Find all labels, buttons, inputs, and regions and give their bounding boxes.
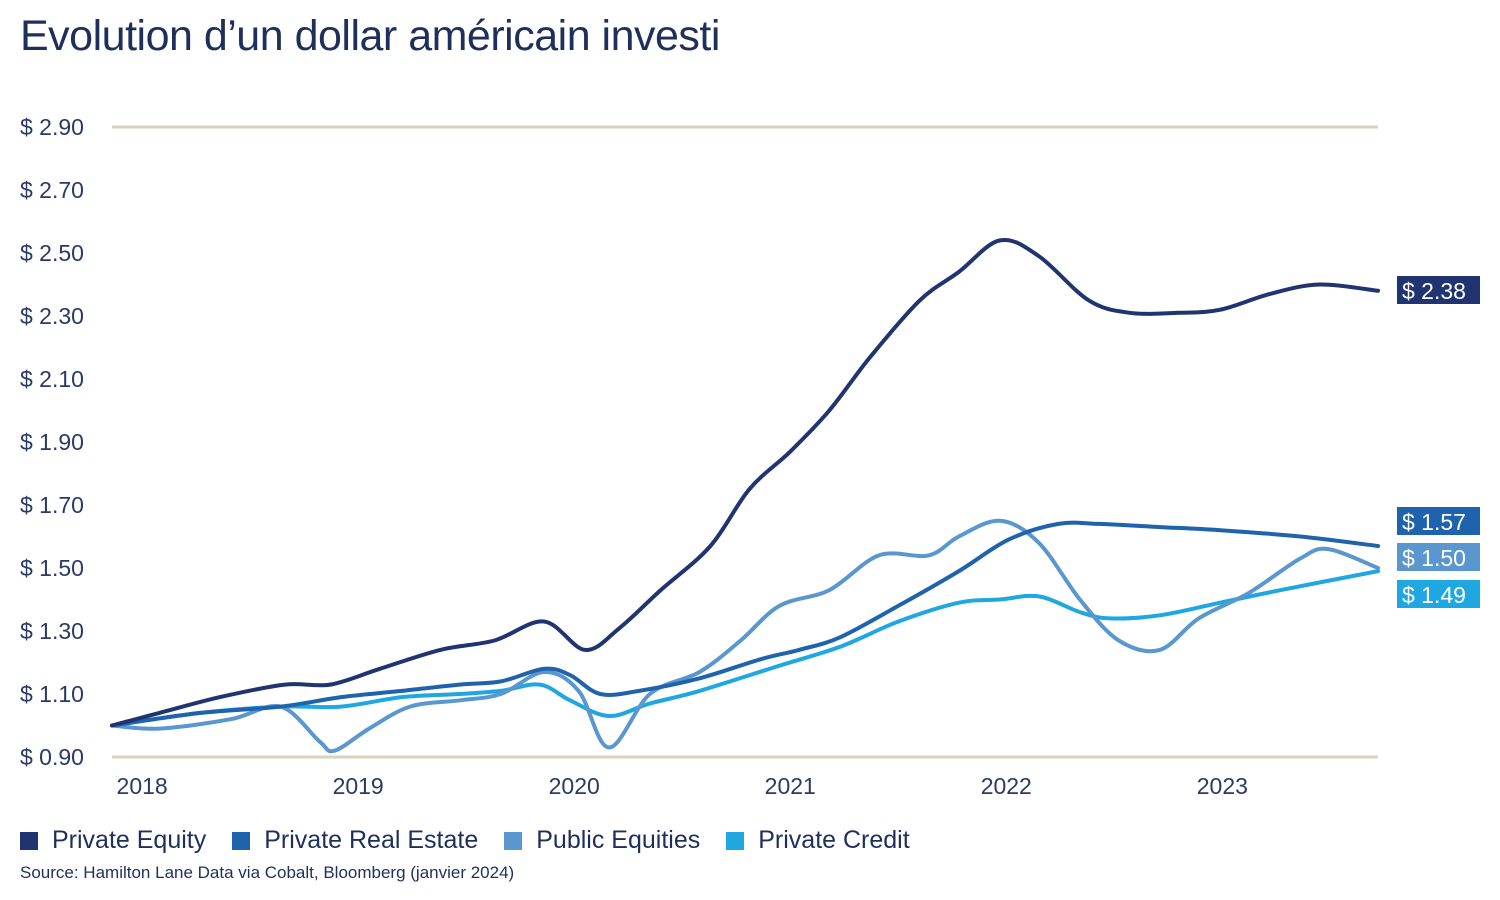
end-label-text: $ 1.57 <box>1402 509 1466 535</box>
source-note: Source: Hamilton Lane Data via Cobalt, B… <box>20 863 515 882</box>
legend-label: Private Real Estate <box>264 826 479 854</box>
end-label-text: $ 2.38 <box>1402 278 1466 304</box>
legend-swatch-icon <box>504 831 523 850</box>
x-tick-label: 2018 <box>117 773 168 799</box>
end-label-public-equities: $ 1.50 <box>1397 543 1480 571</box>
end-label-private-real-estate: $ 1.57 <box>1397 507 1480 535</box>
y-tick-label: $ 1.10 <box>20 681 84 707</box>
y-tick-label: $ 2.10 <box>20 366 84 392</box>
y-tick-label: $ 1.90 <box>20 429 84 455</box>
y-tick-label: $ 2.50 <box>20 240 84 266</box>
legend-swatch-icon <box>232 831 251 850</box>
end-label-text: $ 1.50 <box>1402 545 1466 571</box>
end-label-box <box>1397 507 1480 535</box>
chart-title: Evolution d’un dollar américain investi <box>20 12 720 60</box>
y-tick-label: $ 2.30 <box>20 303 84 329</box>
legend-item-private-credit: Private Credit <box>726 826 910 855</box>
end-labels: $ 2.38 $ 1.57 $ 1.50 $ 1.49 <box>1397 276 1480 608</box>
axes: $ 0.90 $ 1.10 $ 1.30 $ 1.50 $ 1.70 $ 1.90 $ 2.… <box>20 114 1378 799</box>
series-line-private-credit <box>110 569 1380 728</box>
end-label-box <box>1397 276 1480 304</box>
end-label-box <box>1397 580 1480 608</box>
legend-item-private-real-estate: Private Real Estate <box>232 826 478 855</box>
end-label-private-credit: $ 1.49 <box>1397 580 1480 608</box>
series-line-private-real-estate <box>110 520 1380 728</box>
legend-item-private-equity: Private Equity <box>20 826 206 855</box>
y-tick-label: $ 2.70 <box>20 177 84 203</box>
y-tick-label: $ 2.90 <box>20 114 84 140</box>
legend-label: Private Equity <box>52 826 207 854</box>
series-line-public-equities <box>110 518 1380 754</box>
legend-item-public-equities: Public Equities <box>504 826 700 855</box>
series-line-private-equity <box>110 237 1380 728</box>
x-tick-label: 2021 <box>765 773 816 799</box>
x-tick-label: 2020 <box>549 773 600 799</box>
end-label-text: $ 1.49 <box>1402 582 1466 608</box>
legend-swatch-icon <box>20 831 38 850</box>
legend-swatch-icon <box>726 831 745 850</box>
legend: Private Equity Private Real Estate Public … <box>20 826 936 855</box>
legend-label: Public Equities <box>536 826 701 854</box>
y-tick-label: $ 1.50 <box>20 555 84 581</box>
x-tick-label: 2023 <box>1197 773 1248 799</box>
end-label-box <box>1397 543 1480 571</box>
y-tick-label: $ 1.70 <box>20 492 84 518</box>
x-tick-label: 2019 <box>333 773 384 799</box>
legend-label: Private Credit <box>758 826 910 854</box>
end-label-private-equity: $ 2.38 <box>1397 276 1480 304</box>
x-tick-label: 2022 <box>981 773 1032 799</box>
series-layer <box>110 237 1380 754</box>
y-tick-label: $ 1.30 <box>20 618 84 644</box>
y-tick-label: $ 0.90 <box>20 744 84 770</box>
